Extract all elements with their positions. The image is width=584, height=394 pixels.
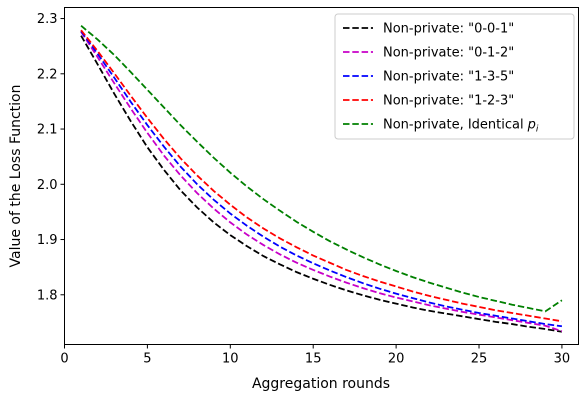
y-axis-label: Value of the Loss Function (8, 85, 24, 268)
y-tick-label: 1.9 (37, 233, 58, 248)
legend: Non-private: "0-0-1" Non-private: "0-1-2"… (334, 13, 575, 140)
series-line-0 (80, 35, 563, 333)
legend-label: Non-private: "1-2-3" (383, 94, 514, 109)
series-line-4 (80, 25, 563, 313)
y-tick-label: 2.1 (37, 123, 58, 138)
y-tick-label: 1.8 (37, 288, 58, 303)
x-tick-label: 30 (554, 352, 571, 367)
y-axis: 1.8 1.9 2.0 2.1 2.2 2.3 (37, 12, 65, 303)
plot-lines (80, 25, 563, 333)
y-tick-label: 2.0 (37, 178, 58, 193)
legend-label: Non-private: "0-0-1" (383, 22, 514, 37)
x-tick-label: 0 (60, 352, 68, 367)
series-line-3 (80, 29, 563, 323)
legend-label: Non-private: "1-3-5" (383, 70, 514, 85)
x-tick-label: 25 (471, 352, 488, 367)
series-line-1 (80, 31, 563, 333)
y-tick-label: 2.2 (37, 67, 58, 82)
x-axis-label: Aggregation rounds (252, 376, 390, 392)
x-tick-label: 5 (143, 352, 151, 367)
y-tick-label: 2.3 (37, 12, 58, 27)
legend-label: Non-private: "0-1-2" (383, 46, 514, 61)
legend-box (334, 13, 575, 140)
x-tick-label: 20 (388, 352, 405, 367)
legend-label: Non-private, Identical pi (383, 118, 539, 135)
x-tick-label: 15 (305, 352, 322, 367)
plot-frame (64, 7, 579, 345)
x-axis: 0 5 10 15 20 25 30 (60, 344, 571, 367)
x-tick-label: 10 (222, 352, 239, 367)
